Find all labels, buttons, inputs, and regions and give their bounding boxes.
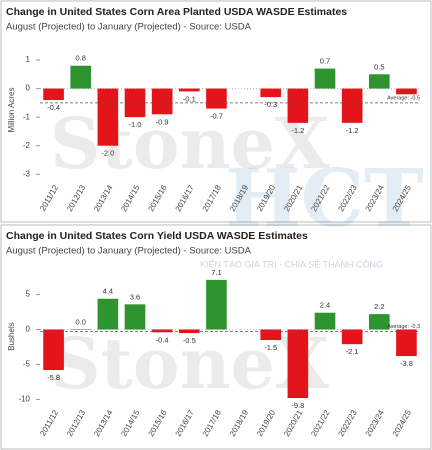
panel-border	[0, 224, 432, 450]
bar	[260, 329, 282, 340]
value-label: 0.8	[75, 54, 85, 63]
watermark-text: HCT	[225, 151, 424, 245]
value-label: -1.2	[291, 126, 304, 135]
bar	[70, 329, 92, 331]
value-label: -1.2	[346, 126, 359, 135]
bar	[151, 88, 173, 115]
value-label: 3.6	[130, 292, 140, 301]
y-tick-label: -1	[23, 112, 31, 121]
value-label: -0.1	[183, 94, 196, 103]
y-tick-label: -5	[23, 360, 31, 369]
bar	[43, 88, 64, 100]
watermark: StoneX HCT KIẾN TẠO GIÁ TRỊ - CHIA SẺ TH…	[50, 102, 424, 405]
value-label: 0.5	[374, 62, 384, 71]
value-label: -9.8	[291, 401, 304, 410]
y-axis-label: Million Acres	[7, 88, 16, 133]
average-label: Average: -0.5	[387, 95, 420, 101]
y-tick-label: 0	[26, 84, 31, 93]
y-tick-label: -10	[18, 395, 30, 404]
bar	[341, 88, 363, 123]
value-label: -5.8	[47, 373, 60, 382]
y-tick-label: -3	[23, 169, 31, 178]
watermark-text: StoneX	[50, 102, 330, 185]
value-label: 0.7	[320, 57, 330, 66]
bar	[287, 329, 309, 399]
bar	[43, 329, 64, 371]
y-tick-label: 0	[26, 325, 31, 334]
bar	[124, 304, 146, 330]
bar	[97, 298, 119, 330]
value-label: -0.5	[183, 336, 196, 345]
value-label: -0.4	[156, 335, 169, 344]
chart-title: Change in United States Corn Area Plante…	[6, 6, 347, 18]
bar	[178, 329, 200, 334]
value-label: -2.0	[101, 149, 114, 158]
y-tick-label: -2	[23, 141, 31, 150]
chart-subtitle: August (Projected) to January (Projected…	[6, 246, 252, 257]
watermark-text: StoneX	[50, 322, 330, 405]
bar	[287, 88, 309, 123]
y-tick-label: 5	[26, 290, 31, 299]
bar	[260, 88, 282, 98]
y-axis-label: Bushels	[7, 322, 16, 350]
bar	[314, 312, 336, 330]
panel-border	[0, 0, 432, 223]
bar	[341, 329, 363, 345]
value-label: -0.7	[210, 112, 223, 121]
bar	[314, 68, 336, 89]
value-label: -1.5	[264, 343, 277, 352]
value-label: -2.1	[346, 347, 359, 356]
value-label: 7.1	[211, 268, 221, 277]
bar	[97, 88, 119, 146]
value-label: -0.4	[47, 103, 60, 112]
bar	[206, 279, 227, 330]
bar	[368, 314, 390, 330]
bar	[206, 88, 227, 109]
value-label: -0.3	[264, 100, 277, 109]
y-tick-label: 1	[26, 55, 31, 64]
average-label: Average: -0.3	[387, 324, 420, 330]
watermark-text: KIẾN TẠO GIÁ TRỊ - CHIA SẺ THÀNH CÔNG	[200, 258, 383, 269]
chart-subtitle: August (Projected) to January (Projected…	[6, 22, 252, 33]
bar	[151, 329, 173, 333]
bar	[396, 88, 417, 95]
value-label: -0.9	[156, 117, 169, 126]
bar	[70, 65, 92, 89]
value-label: -3.8	[400, 359, 413, 368]
chart-title: Change in United States Corn Yield USDA …	[6, 230, 308, 242]
value-label: 4.4	[103, 287, 113, 296]
bar	[368, 74, 390, 89]
value-label: 2.4	[320, 301, 330, 310]
value-label: 2.2	[374, 302, 384, 311]
bar	[396, 329, 417, 357]
value-label: -1.0	[129, 120, 142, 129]
bar	[178, 88, 200, 92]
value-label: 0.0	[75, 317, 85, 326]
